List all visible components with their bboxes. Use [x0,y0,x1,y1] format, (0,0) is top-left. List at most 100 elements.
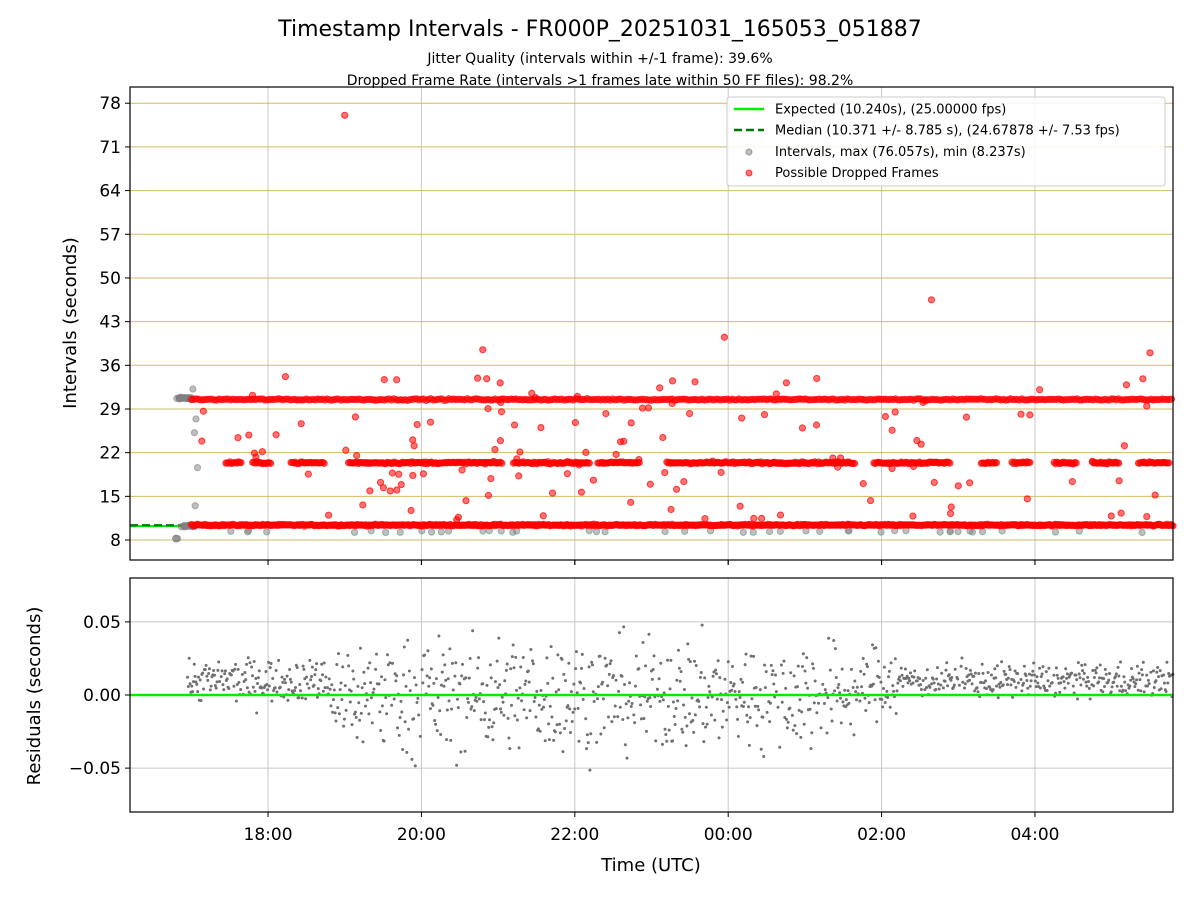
residual-point [800,710,804,714]
residual-point [397,733,401,737]
residual-point [931,677,935,681]
residual-point [947,673,951,677]
residual-point [1122,675,1126,679]
residual-point [944,668,948,672]
residual-point [644,729,648,733]
residual-point [846,689,850,693]
residual-point [351,669,355,673]
residual-point [791,728,795,732]
residual-point [645,699,649,703]
residual-point [665,739,669,743]
residual-point [405,750,409,754]
residual-point [434,677,438,681]
residual-point [959,664,963,668]
residual-point [1119,684,1123,688]
interval-point [749,528,757,536]
dropped-frame-point [481,460,489,468]
dropped-frame-point [1115,459,1123,467]
residual-point [642,717,646,721]
residual-point [506,716,510,720]
residual-point [854,690,858,694]
residual-point [864,708,868,712]
residual-point [274,669,278,673]
residual-point [1035,675,1039,679]
dropped-frame-point [1139,375,1147,383]
residual-point [853,679,857,683]
dropped-frame-point [325,511,333,519]
residual-point [1097,680,1101,684]
residual-point [412,676,416,680]
residual-point [1149,670,1153,674]
top-y-tick-label: 64 [99,182,121,202]
residual-point [757,708,761,712]
residual-point [329,704,333,708]
residual-point [525,716,529,720]
residual-point [1061,675,1065,679]
dropped-frame-point [491,445,499,454]
residual-point [1139,689,1143,693]
residual-point [655,687,659,691]
residual-point [858,699,862,703]
residual-point [1091,668,1095,672]
residual-point [698,705,702,709]
residual-point [412,717,416,721]
residual-point [666,658,670,662]
residual-point [693,659,697,663]
residual-point [532,699,536,703]
residual-point [1011,695,1015,699]
residual-point [589,732,593,736]
residual-point [602,726,606,730]
residual-point [444,678,448,682]
residual-point [598,654,602,658]
residual-point [1047,666,1051,670]
residual-point [758,688,762,692]
residual-point [867,701,871,705]
residual-point [288,677,292,681]
residual-point [485,683,489,687]
residual-point [706,695,710,699]
residual-point [763,663,767,667]
dropped-frame-point [1072,459,1080,467]
dropped-frame-point [539,512,547,520]
dropped-frame-point [946,459,954,467]
residual-point [906,681,910,685]
residual-point [912,675,916,679]
residual-point [748,716,752,720]
residual-point [898,679,902,683]
residual-point [849,667,853,671]
residual-point [768,701,772,705]
residual-point [705,722,709,726]
residual-point [815,711,819,715]
residual-point [442,684,446,688]
residual-point [769,663,773,667]
residual-point [1075,678,1079,682]
residual-point [847,701,851,705]
residual-point [785,726,789,730]
residual-point [340,698,344,702]
residual-point [1133,685,1137,689]
residual-point [248,661,252,665]
residual-point [1167,672,1171,676]
residual-point [331,698,335,702]
interval-point [954,528,962,536]
residual-point [1162,673,1166,677]
residual-point [803,669,807,673]
residual-point [956,677,960,681]
residual-point [877,675,881,679]
residual-point [808,707,812,711]
residual-point [1000,660,1004,664]
dropped-frame-point [656,384,664,392]
residual-point [694,663,698,667]
residual-point [963,682,967,686]
residual-point [928,685,932,689]
residual-point [663,727,667,731]
residual-point [536,727,540,731]
residual-point [647,632,651,636]
residual-point [250,674,254,678]
residual-point [254,677,258,681]
residual-point [697,699,701,703]
residual-point [320,673,324,677]
residual-point [892,689,896,693]
residual-point [968,668,972,672]
residual-point [901,684,905,688]
